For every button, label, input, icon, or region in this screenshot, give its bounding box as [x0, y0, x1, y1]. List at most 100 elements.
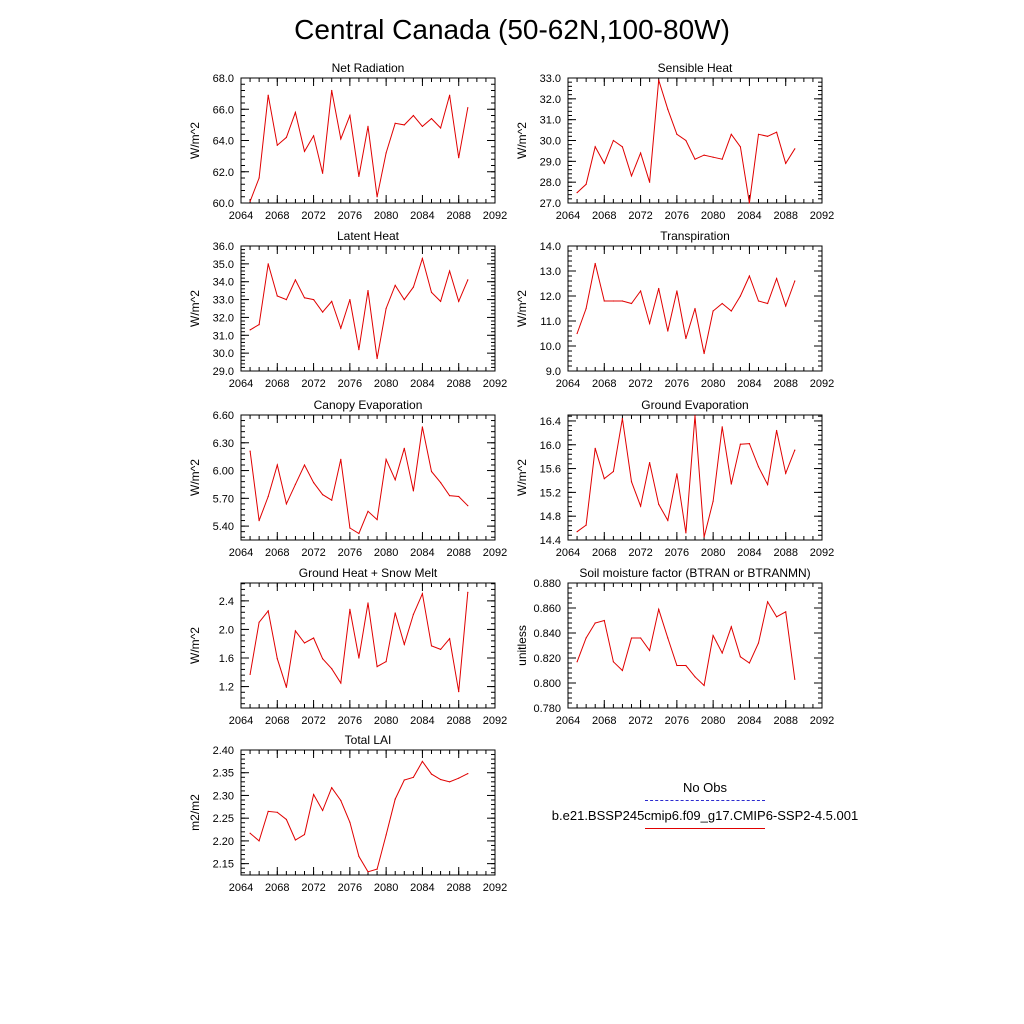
y-tick-label: 64.0 [213, 136, 234, 148]
data-point [612, 470, 615, 473]
data-point [340, 327, 342, 329]
data-point [403, 643, 405, 646]
x-tick-label: 2076 [338, 210, 362, 222]
data-point [394, 122, 396, 124]
x-tick-label: 2092 [483, 882, 507, 894]
x-tick-label: 2064 [556, 715, 580, 727]
data-point [394, 612, 396, 614]
data-point [576, 531, 578, 533]
data-point [367, 602, 369, 604]
data-point [385, 152, 387, 154]
data-point [776, 429, 778, 432]
x-tick-label: 2092 [810, 715, 834, 727]
y-tick-label: 5.40 [213, 521, 234, 533]
x-tick-label: 2076 [665, 547, 689, 559]
data-point [458, 495, 460, 498]
data-point [303, 642, 306, 644]
data-point [449, 495, 451, 497]
data-point [403, 299, 405, 301]
y-tick-label: 0.800 [533, 678, 561, 690]
data-point [294, 279, 296, 281]
data-point [412, 776, 414, 778]
data-point [403, 447, 405, 449]
data-point [258, 177, 260, 179]
data-point [322, 172, 324, 174]
panel-1: Net Radiation W/m^2 2064 2068 2072 2076 2080 20… [188, 61, 507, 222]
data-point [358, 855, 360, 858]
data-point [603, 478, 605, 480]
x-tick-label: 2068 [592, 378, 616, 390]
data-point [385, 307, 387, 310]
x-tick-label: 2080 [701, 378, 725, 390]
data-point [267, 263, 269, 265]
data-point [721, 652, 723, 654]
data-point [794, 449, 796, 451]
y-tick-label: 15.2 [540, 487, 561, 499]
data-point [585, 307, 587, 310]
data-point [621, 300, 624, 302]
data-point [421, 593, 423, 595]
y-tick-label: 30.0 [213, 348, 234, 360]
data-point [258, 324, 260, 326]
panel-6: Ground Evaporation W/m^2 2064 2068 2072 2076 2… [515, 398, 834, 559]
data-point [630, 481, 633, 483]
data-point [785, 305, 787, 307]
y-tick-label: 30.0 [540, 136, 561, 148]
data-point [739, 295, 742, 297]
data-point [467, 279, 469, 281]
data-point [667, 330, 669, 332]
x-tick-label: 2068 [265, 547, 289, 559]
plot-frame [240, 414, 496, 541]
data-point [430, 645, 433, 647]
panel-title: Latent Heat [337, 229, 400, 243]
data-point [694, 158, 696, 160]
data-point [340, 799, 342, 802]
data-point [730, 310, 732, 312]
y-axis-label: W/m^2 [515, 122, 529, 159]
data-point [794, 148, 796, 150]
data-point [748, 443, 751, 445]
data-point [757, 642, 760, 644]
data-point [412, 613, 414, 616]
data-point [721, 426, 723, 428]
series-line [576, 79, 796, 204]
panel-title: Ground Heat + Snow Melt [299, 566, 438, 580]
y-tick-label: 29.0 [540, 156, 561, 168]
x-tick-label: 2084 [737, 210, 761, 222]
data-point [676, 664, 678, 667]
x-tick-label: 2072 [628, 547, 652, 559]
data-point [421, 257, 423, 260]
x-tick-label: 2072 [301, 378, 325, 390]
data-point [685, 139, 687, 142]
x-tick-label: 2076 [338, 378, 362, 390]
x-tick-label: 2080 [374, 882, 398, 894]
x-tick-label: 2084 [410, 378, 434, 390]
y-axis-label: W/m^2 [188, 459, 202, 496]
data-point [276, 811, 278, 813]
data-point [757, 466, 760, 468]
data-point [430, 470, 433, 473]
data-point [458, 157, 460, 159]
data-point [349, 299, 351, 301]
y-tick-label: 27.0 [540, 198, 561, 210]
data-point [621, 146, 624, 148]
x-tick-label: 2072 [301, 715, 325, 727]
data-point [258, 621, 260, 623]
data-point [349, 821, 351, 823]
data-point [621, 669, 624, 672]
data-point [767, 601, 769, 603]
data-point [258, 840, 260, 842]
data-point [267, 94, 269, 96]
data-point [421, 125, 423, 127]
data-point [612, 300, 615, 302]
data-point [285, 818, 287, 821]
data-point [658, 503, 660, 505]
data-point [303, 464, 306, 466]
y-tick-label: 6.30 [213, 438, 234, 450]
data-point [340, 458, 342, 460]
data-point [630, 302, 633, 305]
x-tick-label: 2064 [229, 715, 253, 727]
data-point [376, 666, 378, 668]
x-tick-label: 2068 [592, 715, 616, 727]
y-tick-label: 36.0 [213, 241, 234, 253]
